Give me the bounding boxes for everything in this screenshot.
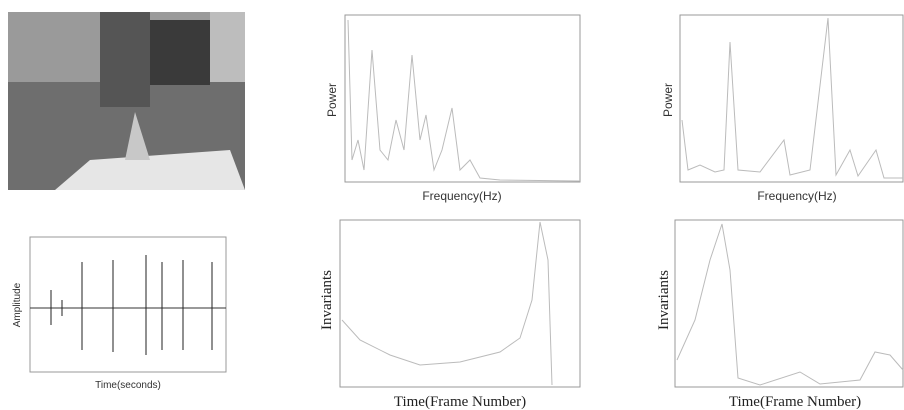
x-label: Time(Frame Number) [394,394,526,410]
y-label: Power [661,83,675,117]
x-label: Frequency(Hz) [757,189,836,203]
waveform-panel: Amplitude Time(seconds) [12,236,227,391]
photo [8,12,245,190]
x-label: Time(Frame Number) [729,394,861,410]
y-label: Invariants [656,270,672,330]
y-label: Amplitude [12,282,23,327]
invariants-panel: Invariants Time(Frame Number) [319,219,581,410]
y-label: Power [325,83,339,117]
spectrum-panel: Power Frequency(Hz) [325,14,581,203]
y-label: Invariants [319,270,335,330]
x-label: Frequency(Hz) [422,189,501,203]
x-label: Time(seconds) [95,380,161,391]
invariants-panel: Invariants Time(Frame Number) [656,219,904,410]
spectrum-panel: Power Frequency(Hz) [661,14,904,203]
